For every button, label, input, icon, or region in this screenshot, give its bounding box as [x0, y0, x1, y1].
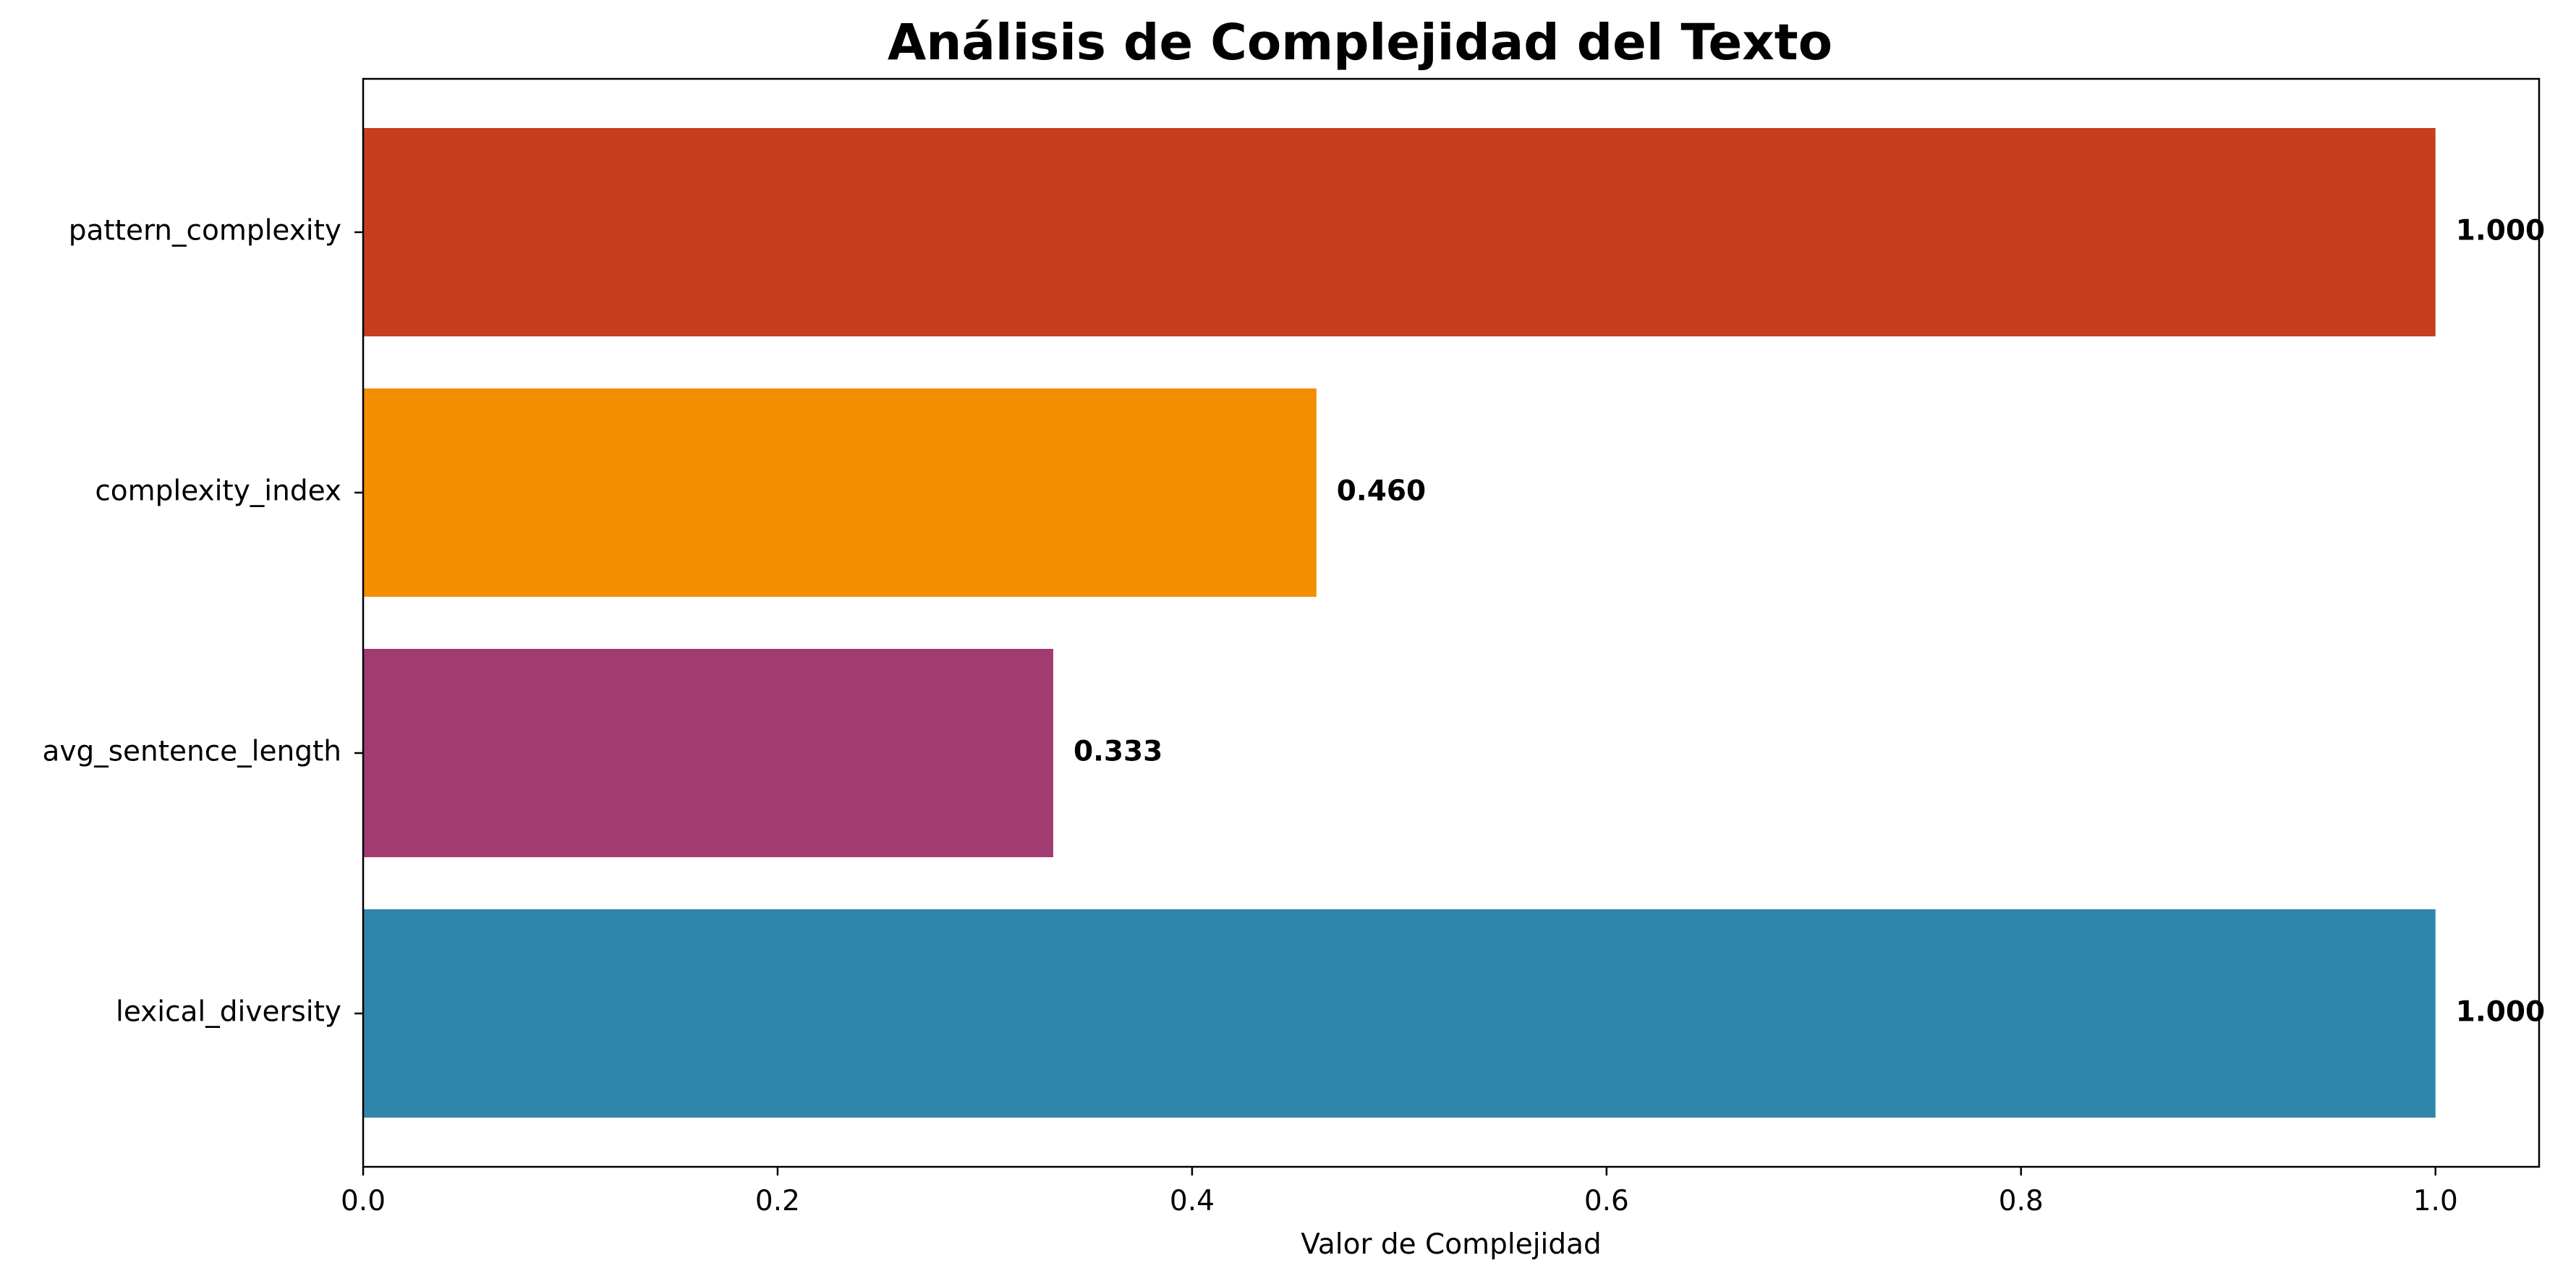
y-tick-label-complexity-index: complexity_index	[95, 475, 341, 508]
value-labels-layer: 1.000 0.333 0.460 1.000	[1074, 215, 2545, 1029]
plot-frame	[362, 77, 2541, 1168]
bar-complexity-index	[363, 388, 1317, 597]
bar-avg-sentence-length	[363, 649, 1053, 857]
value-label-complexity-index: 0.460	[1337, 475, 1426, 508]
x-tick-label-3: 0.6	[1584, 1185, 1629, 1217]
y-tick-label-pattern-complexity: pattern_complexity	[69, 215, 341, 247]
x-tick-label-2: 0.4	[1170, 1185, 1215, 1217]
value-label-pattern-complexity: 1.000	[2456, 215, 2545, 247]
chart-title: Análisis de Complejidad del Texto	[888, 14, 1832, 72]
y-tick-label-lexical-diversity: lexical_diversity	[116, 996, 341, 1029]
x-tick-label-1: 0.2	[755, 1185, 800, 1217]
bar-pattern-complexity	[363, 128, 2436, 336]
x-axis-ticks: 0.0 0.2 0.4 0.6 0.8 1.0	[341, 1167, 2458, 1217]
bar-lexical-diversity	[363, 909, 2436, 1118]
value-label-lexical-diversity: 1.000	[2456, 996, 2545, 1029]
bars-layer	[363, 128, 2436, 1118]
y-axis-ticks: lexical_diversity avg_sentence_length comp…	[42, 215, 363, 1029]
y-tick-label-avg-sentence-length: avg_sentence_length	[42, 736, 341, 768]
x-axis-label: Valor de Complejidad	[1301, 1228, 1602, 1261]
x-tick-label-0: 0.0	[341, 1185, 386, 1217]
value-label-avg-sentence-length: 0.333	[1074, 736, 1162, 768]
x-tick-label-5: 1.0	[2413, 1185, 2458, 1217]
x-tick-label-4: 0.8	[1999, 1185, 2044, 1217]
